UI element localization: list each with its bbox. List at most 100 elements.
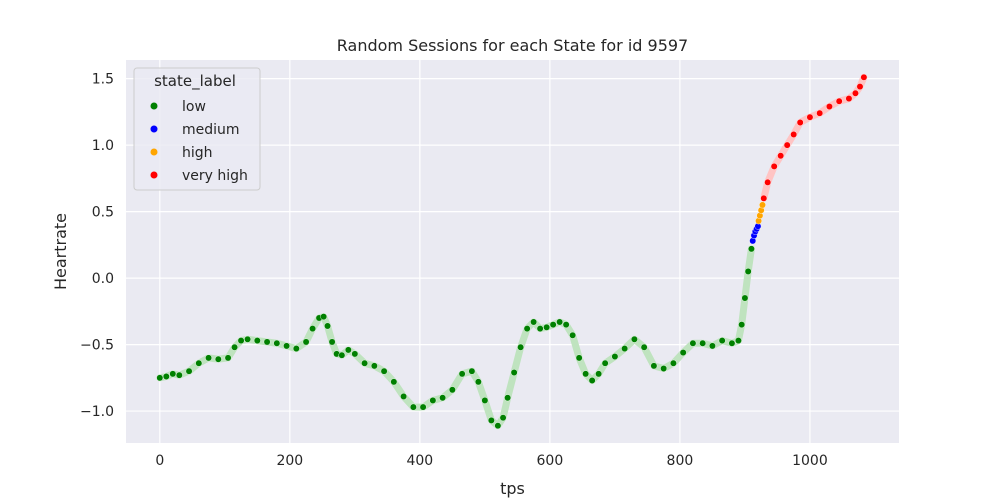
point-low — [237, 337, 245, 345]
point-low — [195, 359, 203, 367]
y-axis-label: Heartrate — [51, 213, 70, 290]
point-very-high — [760, 194, 768, 202]
point-low — [738, 321, 746, 329]
point-low — [338, 351, 346, 359]
y-tick-label: 1.0 — [92, 138, 114, 154]
point-low — [448, 386, 456, 394]
x-tick-label: 200 — [276, 453, 303, 469]
point-low — [650, 362, 658, 370]
point-low — [283, 342, 290, 350]
point-low — [556, 318, 564, 326]
point-low — [536, 325, 544, 333]
point-low — [263, 338, 271, 346]
legend-label: very high — [182, 168, 248, 184]
x-tick-label: 600 — [537, 453, 564, 469]
point-very-high — [796, 119, 804, 126]
point-low — [390, 378, 398, 386]
point-low — [162, 373, 170, 380]
legend-marker-very-high — [150, 171, 158, 179]
x-tick-label: 0 — [155, 453, 164, 469]
point-very-high — [835, 97, 843, 105]
point-low — [156, 374, 164, 382]
point-low — [601, 359, 609, 367]
point-low — [185, 367, 193, 375]
point-low — [735, 337, 742, 345]
point-low — [744, 268, 752, 275]
point-low — [361, 359, 368, 367]
point-low — [273, 339, 281, 347]
point-low — [582, 370, 590, 378]
point-low — [504, 394, 512, 402]
point-low — [510, 369, 518, 376]
x-tick-label: 400 — [406, 453, 433, 469]
point-very-high — [790, 131, 798, 138]
legend-marker-low — [150, 102, 158, 110]
point-low — [523, 325, 531, 333]
point-low — [640, 343, 648, 351]
legend-label: low — [182, 99, 206, 115]
point-low — [302, 338, 310, 346]
point-low — [679, 349, 687, 356]
point-low — [517, 343, 525, 351]
point-low — [320, 313, 328, 321]
point-low — [630, 335, 638, 343]
point-low — [530, 318, 538, 326]
data-points — [156, 73, 868, 430]
point-low — [621, 345, 629, 352]
point-low — [169, 370, 177, 378]
point-low — [575, 354, 583, 362]
point-low — [562, 321, 570, 329]
point-low — [309, 325, 316, 333]
x-tick-label: 800 — [667, 453, 694, 469]
point-low — [328, 338, 336, 346]
legend-label: medium — [182, 122, 240, 138]
x-tick-label: 1000 — [792, 453, 828, 469]
point-very-high — [764, 178, 772, 186]
point-low — [499, 414, 507, 422]
y-tick-label: −0.5 — [80, 338, 114, 354]
point-very-high — [826, 103, 833, 110]
point-low — [611, 353, 619, 360]
y-tick-label: 1.5 — [92, 72, 114, 88]
legend-box — [133, 67, 261, 191]
point-very-high — [806, 113, 814, 121]
point-low — [419, 403, 427, 411]
point-low — [224, 354, 232, 362]
point-low — [468, 367, 476, 375]
point-low — [351, 350, 359, 358]
point-low — [409, 403, 417, 411]
point-low — [175, 371, 183, 379]
point-low — [292, 345, 300, 352]
y-tick-label: 0.0 — [92, 271, 114, 287]
point-low — [689, 339, 697, 347]
point-low — [324, 322, 331, 330]
point-low — [244, 335, 251, 343]
y-tick-label: −1.0 — [80, 404, 114, 420]
point-very-high — [816, 109, 824, 117]
point-very-high — [777, 152, 785, 160]
point-low — [370, 362, 378, 370]
point-high — [759, 201, 766, 209]
grid — [126, 60, 899, 443]
point-very-high — [852, 89, 859, 97]
point-low — [458, 370, 466, 378]
point-low — [748, 245, 755, 253]
chart-title: Random Sessions for each State for id 95… — [337, 36, 688, 55]
point-very-high — [770, 162, 778, 170]
point-low — [214, 355, 222, 363]
point-low — [487, 416, 495, 424]
point-very-high — [856, 83, 864, 90]
point-low — [718, 337, 726, 345]
point-low — [205, 354, 212, 362]
point-low — [728, 339, 736, 347]
point-low — [543, 323, 551, 331]
point-low — [439, 394, 447, 402]
point-low — [429, 397, 437, 404]
point-low — [481, 397, 489, 404]
legend-label: high — [182, 145, 213, 161]
point-low — [494, 422, 502, 430]
point-low — [344, 346, 352, 354]
point-low — [588, 377, 596, 384]
